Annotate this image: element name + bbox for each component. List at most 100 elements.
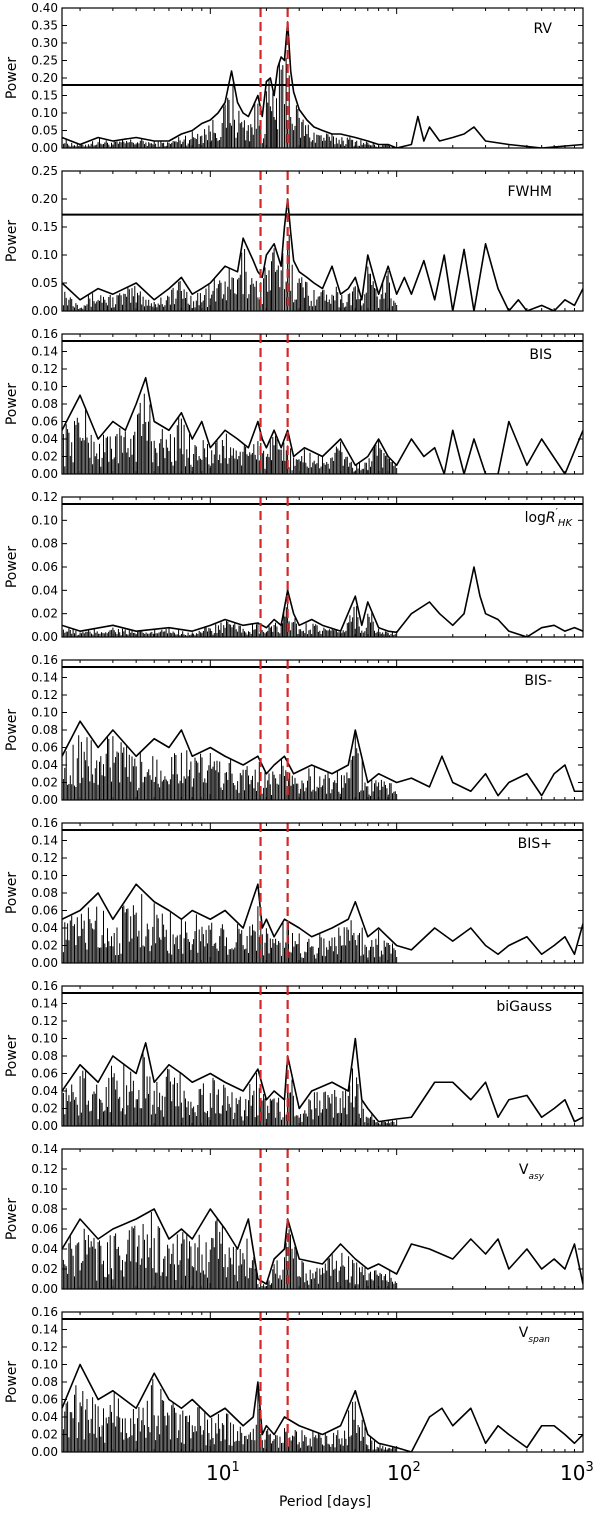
power-series-line bbox=[62, 883, 583, 956]
panel-label: Vspan bbox=[519, 1325, 550, 1345]
y-axis-label: Power bbox=[4, 709, 20, 752]
panel-label: RV bbox=[533, 21, 552, 37]
y-tick-label: 0.14 bbox=[31, 671, 58, 685]
plot-background bbox=[62, 497, 583, 637]
y-tick-label: 0.06 bbox=[31, 1393, 58, 1407]
y-tick-label: 0.12 bbox=[31, 490, 58, 504]
y-tick-label: 0.08 bbox=[31, 1202, 58, 1216]
y-tick-label: 0.10 bbox=[31, 380, 58, 394]
power-series-line bbox=[62, 1037, 583, 1123]
y-tick-label: 0.00 bbox=[31, 793, 58, 807]
y-axis-label: Power bbox=[4, 220, 20, 263]
y-tick-label: 0.00 bbox=[31, 956, 58, 970]
power-series-line bbox=[62, 21, 583, 148]
panel-label: FWHM bbox=[507, 184, 552, 200]
y-tick-label: 0.10 bbox=[31, 706, 58, 720]
plot-background bbox=[62, 823, 583, 963]
y-tick-label: 0.06 bbox=[31, 741, 58, 755]
y-tick-label: 0.25 bbox=[31, 54, 58, 68]
power-series-line bbox=[62, 1208, 583, 1285]
power-series-line bbox=[62, 566, 583, 637]
panel-3: 0.00 0.02 0.04 0.06 0.08 0.10 0.12 Power logR′HK bbox=[4, 490, 584, 644]
power-series-texture bbox=[62, 733, 396, 800]
panel-label: BIS- bbox=[524, 673, 552, 689]
y-axis-label: Power bbox=[4, 872, 20, 915]
y-axis-label: Power bbox=[4, 1198, 20, 1241]
y-tick-label: 0.12 bbox=[31, 362, 58, 376]
y-tick-label: 0.04 bbox=[31, 921, 58, 935]
y-tick-label: 0.02 bbox=[31, 1262, 58, 1276]
panel-7: 0.00 0.02 0.04 0.06 0.08 0.10 0.12 0.14 Power Vas… bbox=[4, 1142, 584, 1296]
y-tick-label: 0.14 bbox=[31, 345, 58, 359]
y-tick-label: 0.10 bbox=[31, 248, 58, 262]
panel-label: BIS+ bbox=[518, 836, 552, 852]
panel-label: logR′HK bbox=[525, 507, 574, 529]
x-axis-label: Period [days] bbox=[279, 1494, 371, 1510]
y-tick-label: 0.00 bbox=[31, 467, 58, 481]
y-tick-label: 0.16 bbox=[31, 653, 58, 667]
y-tick-label: 0.00 bbox=[31, 630, 58, 644]
y-tick-label: 0.14 bbox=[31, 1323, 58, 1337]
y-tick-label: 0.02 bbox=[31, 1102, 58, 1116]
y-tick-label: 0.20 bbox=[31, 71, 58, 85]
y-tick-label: 0.06 bbox=[31, 1067, 58, 1081]
x-tick-label-10: 101 bbox=[206, 1460, 240, 1485]
panel-5: 0.00 0.02 0.04 0.06 0.08 0.10 0.12 0.14 0.16 Powe… bbox=[4, 816, 584, 970]
plot-background bbox=[62, 171, 583, 311]
y-tick-label: 0.06 bbox=[31, 560, 58, 574]
y-tick-label: 0.00 bbox=[31, 1445, 58, 1459]
power-series-line bbox=[62, 198, 583, 311]
y-tick-label: 0.16 bbox=[31, 1305, 58, 1319]
y-tick-label: 0.20 bbox=[31, 192, 58, 206]
x-tick-label-1000: 103 bbox=[560, 1460, 594, 1485]
y-tick-label: 0.00 bbox=[31, 1119, 58, 1133]
y-tick-label: 0.12 bbox=[31, 851, 58, 865]
y-tick-label: 0.16 bbox=[31, 979, 58, 993]
y-tick-label: 0.02 bbox=[31, 1428, 58, 1442]
power-series-texture bbox=[62, 894, 396, 963]
panel-4: 0.00 0.02 0.04 0.06 0.08 0.10 0.12 0.14 0.16 Powe… bbox=[4, 653, 584, 807]
power-series-line bbox=[62, 376, 583, 474]
y-tick-label: 0.02 bbox=[31, 607, 58, 621]
power-series-texture bbox=[62, 1212, 396, 1289]
y-axis-label: Power bbox=[4, 546, 20, 589]
y-tick-label: 0.12 bbox=[31, 1162, 58, 1176]
y-tick-label: 0.10 bbox=[31, 1182, 58, 1196]
y-axis-label: Power bbox=[4, 1361, 20, 1404]
panels-group: 0.00 0.05 0.10 0.15 0.20 0.25 0.30 0.35 0.40 Powe… bbox=[4, 1, 584, 1459]
power-series-line bbox=[62, 1363, 583, 1452]
y-tick-label: 0.00 bbox=[31, 1282, 58, 1296]
x-tick-label-100: 102 bbox=[387, 1460, 421, 1485]
y-tick-label: 0.10 bbox=[31, 1032, 58, 1046]
y-tick-label: 0.06 bbox=[31, 1222, 58, 1236]
y-axis-label: Power bbox=[4, 1035, 20, 1078]
y-tick-label: 0.04 bbox=[31, 583, 58, 597]
y-tick-label: 0.05 bbox=[31, 276, 58, 290]
y-tick-label: 0.10 bbox=[31, 513, 58, 527]
y-tick-label: 0.06 bbox=[31, 904, 58, 918]
panel-1: 0.00 0.05 0.10 0.15 0.20 0.25 Power FWHM bbox=[4, 164, 584, 318]
y-tick-label: 0.08 bbox=[31, 723, 58, 737]
panel-label: Vasy bbox=[519, 1162, 545, 1182]
y-tick-label: 0.25 bbox=[31, 164, 58, 178]
y-tick-label: 0.15 bbox=[31, 220, 58, 234]
panel-label: biGauss bbox=[496, 999, 552, 1015]
y-tick-label: 0.16 bbox=[31, 327, 58, 341]
y-tick-label: 0.12 bbox=[31, 1014, 58, 1028]
power-series-texture bbox=[62, 1052, 396, 1126]
y-tick-label: 0.12 bbox=[31, 1340, 58, 1354]
x-axis: 101 102 103 Period [days] bbox=[206, 1460, 594, 1510]
power-series-line bbox=[62, 720, 583, 797]
y-tick-label: 0.15 bbox=[31, 89, 58, 103]
y-tick-label: 0.08 bbox=[31, 397, 58, 411]
y-tick-label: 0.14 bbox=[31, 1142, 58, 1156]
y-tick-label: 0.40 bbox=[31, 1, 58, 15]
y-tick-label: 0.10 bbox=[31, 106, 58, 120]
panel-2: 0.00 0.02 0.04 0.06 0.08 0.10 0.12 0.14 0.16 Powe… bbox=[4, 327, 584, 481]
y-tick-label: 0.08 bbox=[31, 886, 58, 900]
y-tick-label: 0.30 bbox=[31, 36, 58, 50]
y-tick-label: 0.10 bbox=[31, 869, 58, 883]
y-tick-label: 0.08 bbox=[31, 1049, 58, 1063]
panel-0: 0.00 0.05 0.10 0.15 0.20 0.25 0.30 0.35 0.40 Powe… bbox=[4, 1, 584, 155]
